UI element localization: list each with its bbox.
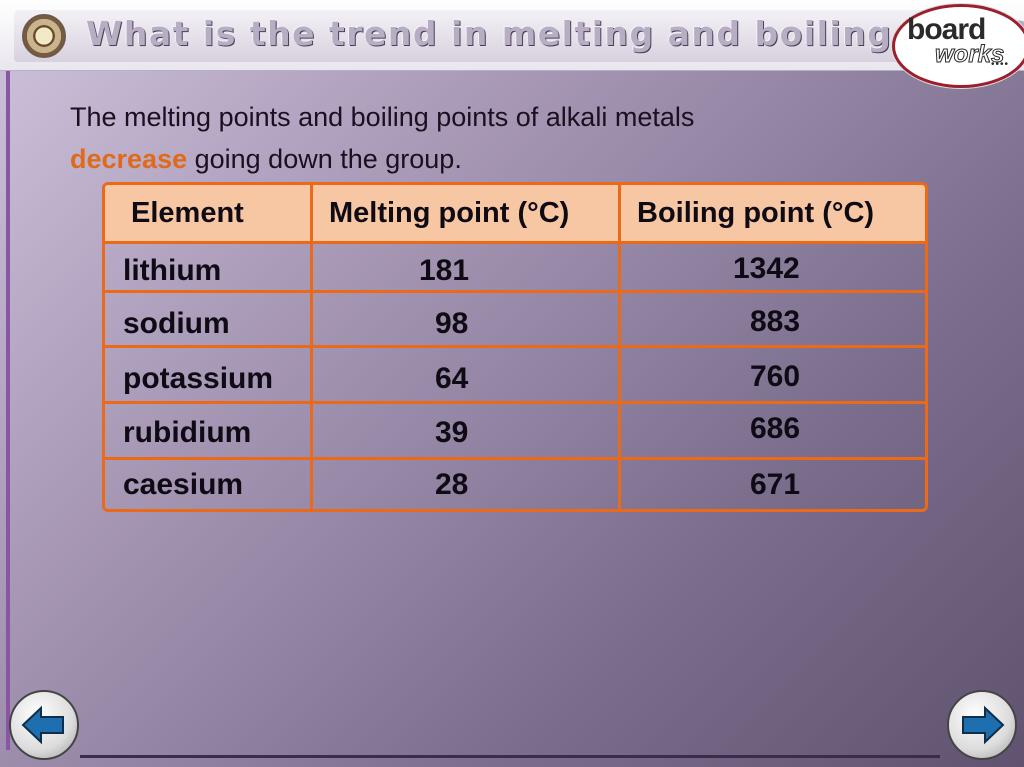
boardworks-logo: board works •••• <box>892 4 1024 88</box>
row-divider <box>105 401 925 404</box>
header: What is the trend in melting and boiling… <box>0 0 1024 88</box>
cell-melting: 98 <box>435 307 469 340</box>
table-header-row: Element Melting point (°C) Boiling point… <box>105 185 925 244</box>
cell-element: caesium <box>123 468 244 501</box>
cell-melting: 28 <box>435 468 469 501</box>
brand-word-works: works <box>934 41 1005 69</box>
header-element: Element <box>131 197 244 229</box>
table-row: potassium 64 760 <box>105 348 925 403</box>
cell-element: potassium <box>123 362 274 395</box>
brand-dots: •••• <box>991 59 1010 70</box>
cell-boiling: 760 <box>750 360 801 393</box>
data-table: Element Melting point (°C) Boiling point… <box>102 182 928 512</box>
cell-boiling: 1342 <box>733 252 800 285</box>
page-title: What is the trend in melting and boiling… <box>86 14 1024 53</box>
row-divider <box>105 457 925 460</box>
table-row: rubidium 39 686 <box>105 404 925 459</box>
cell-element: sodium <box>123 307 230 340</box>
intro-text: The melting points and boiling points of… <box>70 96 930 180</box>
bottom-accent-rail <box>80 755 940 758</box>
cell-melting: 64 <box>435 362 469 395</box>
intro-text-after: going down the group. <box>187 144 462 174</box>
header-boiling-point: Boiling point (°C) <box>637 197 875 229</box>
intro-text-before: The melting points and boiling points of… <box>70 102 695 132</box>
cell-boiling: 671 <box>750 468 801 501</box>
arrow-left-icon <box>21 705 64 745</box>
chemistry-badge-icon <box>22 14 66 58</box>
row-divider <box>105 345 925 348</box>
cell-boiling: 686 <box>750 412 801 445</box>
header-bar <box>14 10 954 62</box>
cell-melting: 39 <box>435 416 469 449</box>
cell-element: lithium <box>123 254 222 287</box>
row-divider <box>105 290 925 293</box>
header-melting-point: Melting point (°C) <box>329 197 570 229</box>
next-slide-button[interactable] <box>947 690 1017 760</box>
table-row: lithium 181 1342 <box>105 244 925 299</box>
cell-melting: 181 <box>419 254 470 287</box>
cell-boiling: 883 <box>750 305 801 338</box>
left-accent-rail <box>6 70 10 750</box>
arrow-right-icon <box>962 705 1005 745</box>
intro-highlight: decrease <box>70 144 188 174</box>
previous-slide-button[interactable] <box>9 690 79 760</box>
table-row: sodium 98 883 <box>105 293 925 348</box>
brand-word-board: board <box>907 13 986 46</box>
table-row: caesium 28 671 <box>105 460 925 509</box>
cell-element: rubidium <box>123 416 252 449</box>
